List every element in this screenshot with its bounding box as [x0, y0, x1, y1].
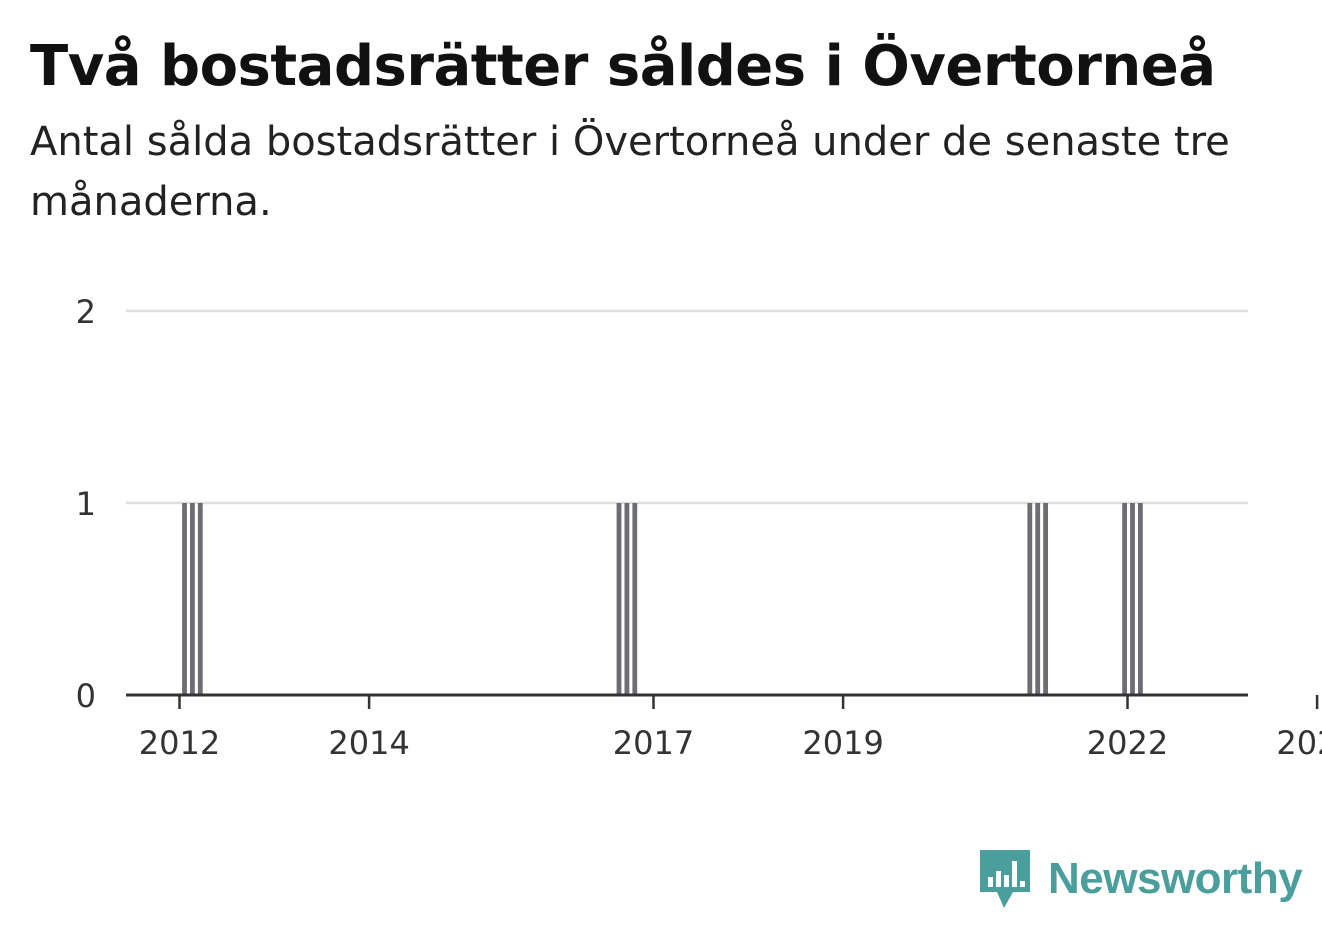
bar — [1027, 503, 1033, 695]
y-tick-label: 1 — [76, 485, 96, 523]
x-tick-label: 2024 — [1276, 724, 1322, 762]
bar — [632, 503, 638, 695]
bar — [190, 503, 195, 695]
x-tick-label: 2012 — [139, 724, 220, 762]
y-tick-label: 2 — [76, 293, 96, 331]
bar — [1122, 503, 1127, 695]
newsworthy-logo-icon — [980, 850, 1030, 908]
chart-title: Två bostadsrätter såldes i Övertorneå — [30, 34, 1216, 99]
x-tick-label: 2014 — [328, 724, 409, 762]
bar — [1130, 503, 1135, 695]
bar — [197, 503, 203, 695]
bar — [1138, 503, 1143, 695]
x-tick-label: 2019 — [802, 724, 883, 762]
brand-logo: Newsworthy — [980, 848, 1303, 910]
x-tick-label: 2022 — [1087, 724, 1168, 762]
bar — [1043, 503, 1048, 695]
bar — [1035, 503, 1041, 695]
chart-subtitle: Antal sålda bostadsrätter i Övertorneå u… — [30, 119, 1230, 225]
bar — [624, 503, 630, 695]
bar — [616, 503, 622, 695]
brand-name: Newsworthy — [1048, 854, 1303, 903]
bar — [182, 503, 187, 695]
y-tick-label: 0 — [76, 677, 96, 715]
x-tick-label: 2017 — [613, 724, 694, 762]
